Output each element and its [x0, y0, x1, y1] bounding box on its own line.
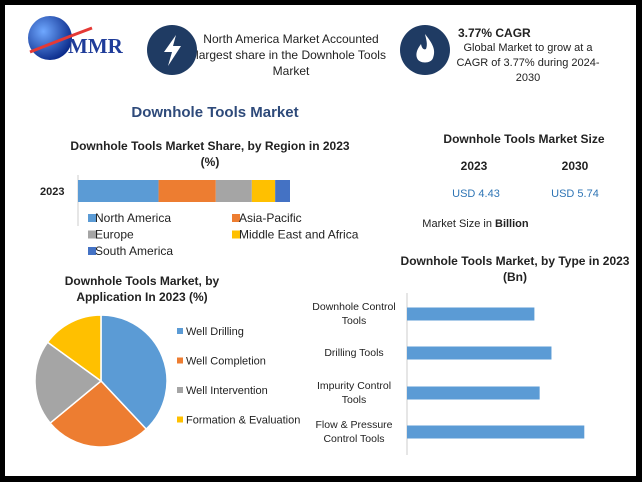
y-tick-label: Downhole Control Tools	[312, 301, 396, 328]
size-value: USD 5.74	[551, 188, 599, 200]
logo-text: MMR	[68, 34, 124, 58]
legend-label: Well Drilling	[186, 326, 244, 338]
bar-segment	[275, 180, 290, 202]
chart-title: Downhole Tools Market, by Type in 2023 (…	[400, 254, 630, 285]
logo-swoosh	[29, 26, 93, 54]
main-title: Downhole Tools Market	[131, 104, 298, 121]
legend-swatch	[177, 357, 183, 364]
bar	[407, 425, 585, 439]
pie-slice	[49, 379, 148, 448]
bar-segment	[158, 180, 216, 202]
y-tick-label: Drilling Tools	[324, 347, 384, 359]
bar	[407, 346, 552, 360]
legend-label: South America	[95, 244, 173, 258]
flame	[416, 34, 435, 63]
size-note: Market Size in	[422, 218, 492, 230]
size-note-unit: Billion	[495, 218, 529, 230]
bolt	[164, 35, 181, 66]
legend-swatch	[232, 214, 240, 222]
legend-label: Middle East and Africa	[239, 228, 359, 242]
legend-label: Asia-Pacific	[239, 211, 302, 225]
legend-swatch	[177, 387, 183, 393]
pie-slice	[46, 314, 102, 383]
size-title: Downhole Tools Market Size	[443, 132, 604, 146]
legend-label: North America	[95, 211, 171, 225]
bar-segment	[78, 180, 159, 202]
bar	[407, 386, 540, 400]
legend-label: Well Completion	[186, 355, 266, 367]
y-tick-label: Flow & Pressure Control Tools	[315, 419, 393, 446]
fact2: Global Market to grow at a CAGR of 3.77%…	[456, 42, 600, 84]
pie-slice	[34, 341, 103, 425]
bar-segment	[215, 180, 252, 202]
legend-swatch	[177, 328, 183, 334]
legend-swatch	[88, 214, 96, 222]
bar-segment	[251, 180, 276, 202]
legend-label: Europe	[95, 228, 134, 242]
legend-label: Well Intervention	[186, 385, 268, 397]
y-tick-label: 2023	[40, 186, 64, 198]
fact2-title: 3.77% CAGR	[458, 26, 531, 40]
legend-swatch	[232, 230, 240, 239]
chart-title: Downhole Tools Market, by Application In…	[64, 274, 220, 305]
year: 2023	[461, 159, 488, 173]
legend-swatch	[88, 230, 96, 239]
y-tick-label: Impurity Control Tools	[316, 380, 392, 407]
chart-title: Downhole Tools Market Share, by Region i…	[70, 139, 350, 170]
bar	[407, 307, 535, 321]
legend-swatch	[177, 416, 183, 423]
fact1: North America Market Accounted largest s…	[196, 32, 386, 79]
size-value: USD 4.43	[452, 188, 500, 200]
legend-swatch	[88, 247, 96, 255]
legend-label: Formation & Evaluation	[186, 414, 300, 426]
year: 2030	[562, 159, 589, 173]
pie-slice	[100, 314, 168, 431]
